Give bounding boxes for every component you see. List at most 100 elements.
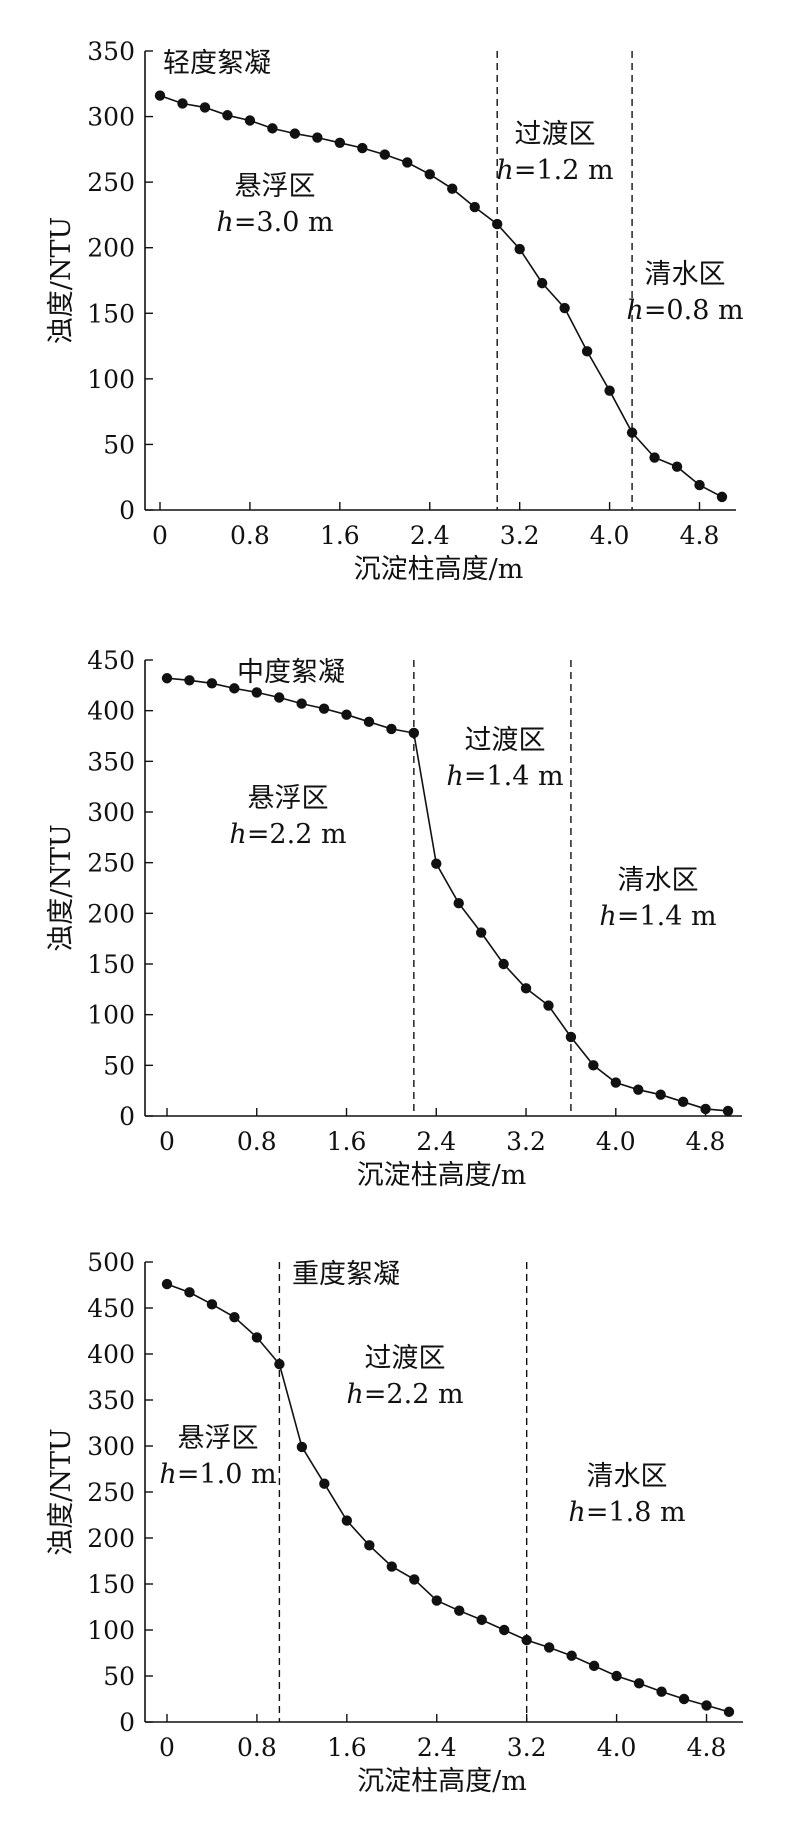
y-tick-label: 50	[103, 1662, 135, 1691]
data-point	[454, 1605, 465, 1616]
x-tick-label: 2.4	[410, 521, 450, 550]
data-point	[610, 1077, 621, 1088]
data-point	[492, 218, 503, 230]
zone-height-value: =1.0 m	[177, 1459, 277, 1490]
data-point	[206, 1299, 218, 1310]
y-tick-label: 50	[103, 1051, 135, 1080]
data-point	[431, 858, 442, 869]
zone-height-symbol: h	[346, 1379, 363, 1410]
y-tick-label: 200	[87, 1524, 135, 1553]
zone-height-value: =1.4 m	[464, 761, 564, 792]
x-tick-label: 0.8	[237, 1127, 277, 1156]
data-point	[447, 183, 458, 194]
y-tick-label: 100	[87, 1001, 135, 1030]
x-axis-label: 沉淀柱高度/m	[354, 554, 524, 585]
y-tick-label: 0	[119, 1708, 135, 1737]
y-tick-label: 200	[87, 234, 135, 263]
data-point	[633, 1678, 645, 1689]
data-point	[424, 169, 435, 180]
x-tick-label: 4.8	[687, 1733, 727, 1762]
zone-height-value: =1.4 m	[617, 901, 717, 932]
data-point	[274, 1358, 285, 1370]
y-tick-label: 0	[119, 496, 135, 525]
data-point	[229, 683, 240, 694]
data-point	[363, 716, 375, 728]
x-tick-label: 3.2	[500, 521, 540, 550]
data-point	[318, 703, 330, 714]
chart-title: 轻度絮凝	[163, 48, 271, 79]
data-point	[565, 1031, 577, 1043]
data-point	[498, 958, 509, 970]
data-point	[701, 1700, 712, 1711]
y-tick-label: 300	[87, 1432, 135, 1461]
zone-height-symbol: h	[568, 1497, 585, 1528]
zone-height: h=2.2 m	[346, 1379, 463, 1410]
data-point	[655, 1089, 666, 1100]
data-point	[296, 1441, 308, 1453]
y-tick-label: 300	[87, 798, 135, 827]
zone-height-value: =0.8 m	[644, 295, 744, 326]
y-tick-label: 350	[87, 37, 135, 66]
zone-height-symbol: h	[496, 155, 513, 186]
zone-height-symbol: h	[446, 761, 463, 792]
x-axis-label: 沉淀柱高度/m	[357, 1766, 527, 1797]
zone-name: 清水区	[587, 1461, 668, 1492]
data-point	[514, 243, 525, 255]
chart-title: 中度絮凝	[237, 657, 345, 688]
data-point	[469, 201, 480, 213]
data-point	[334, 137, 346, 148]
data-point	[694, 479, 705, 491]
y-tick-label: 400	[87, 1340, 135, 1369]
data-point	[296, 698, 307, 709]
data-point	[177, 98, 188, 109]
chart-panel-3: 0 50 100 150 200 250 300 350 400 450 500 0 0.8 1.6 2.4…	[46, 1248, 743, 1797]
x-tick-label: 4.0	[590, 521, 630, 550]
data-point	[341, 709, 352, 720]
zone-name: 清水区	[618, 865, 699, 896]
zone-name: 过渡区	[365, 1343, 446, 1374]
data-point	[588, 1060, 599, 1071]
data-point	[161, 1278, 173, 1290]
data-point	[341, 1515, 353, 1526]
y-tick-label: 50	[103, 430, 135, 459]
data-point	[431, 1595, 442, 1606]
y-tick-label: 150	[87, 1570, 135, 1599]
data-point	[649, 452, 660, 463]
data-point	[289, 128, 301, 139]
data-point	[716, 491, 728, 503]
y-axis-label: 浊度/NTU	[46, 1428, 77, 1556]
data-point	[559, 302, 570, 314]
data-point	[671, 461, 683, 472]
data-point	[499, 1624, 510, 1636]
data-point	[222, 110, 233, 121]
x-axis-label: 沉淀柱高度/m	[357, 1160, 527, 1191]
data-point	[543, 1000, 554, 1011]
data-point	[678, 1693, 690, 1705]
zone-height-value: =1.8 m	[586, 1497, 686, 1528]
zone-height-value: =2.2 m	[364, 1379, 464, 1410]
data-point	[700, 1103, 711, 1115]
x-tick-label: 0.8	[237, 1733, 277, 1762]
data-point	[312, 132, 323, 143]
data-point	[402, 157, 413, 168]
data-point	[611, 1670, 622, 1682]
data-point	[409, 1574, 420, 1585]
data-point	[521, 1634, 532, 1646]
x-tick-label: 0	[159, 1127, 175, 1156]
x-tick-label: 0	[159, 1733, 175, 1762]
data-point	[357, 142, 368, 154]
zone-name: 清水区	[645, 259, 726, 290]
zone-height: h=1.2 m	[496, 155, 613, 186]
data-point	[267, 123, 278, 134]
zone-height-symbol: h	[229, 819, 246, 850]
y-tick-label: 350	[87, 747, 135, 776]
zone-name: 悬浮区	[235, 171, 316, 202]
x-tick-label: 2.4	[416, 1127, 456, 1156]
data-point	[408, 727, 420, 739]
y-tick-label: 450	[87, 1294, 135, 1323]
data-point	[251, 1332, 263, 1343]
data-point	[206, 678, 218, 689]
data-point	[633, 1084, 644, 1095]
zone-height-symbol: h	[159, 1459, 176, 1490]
